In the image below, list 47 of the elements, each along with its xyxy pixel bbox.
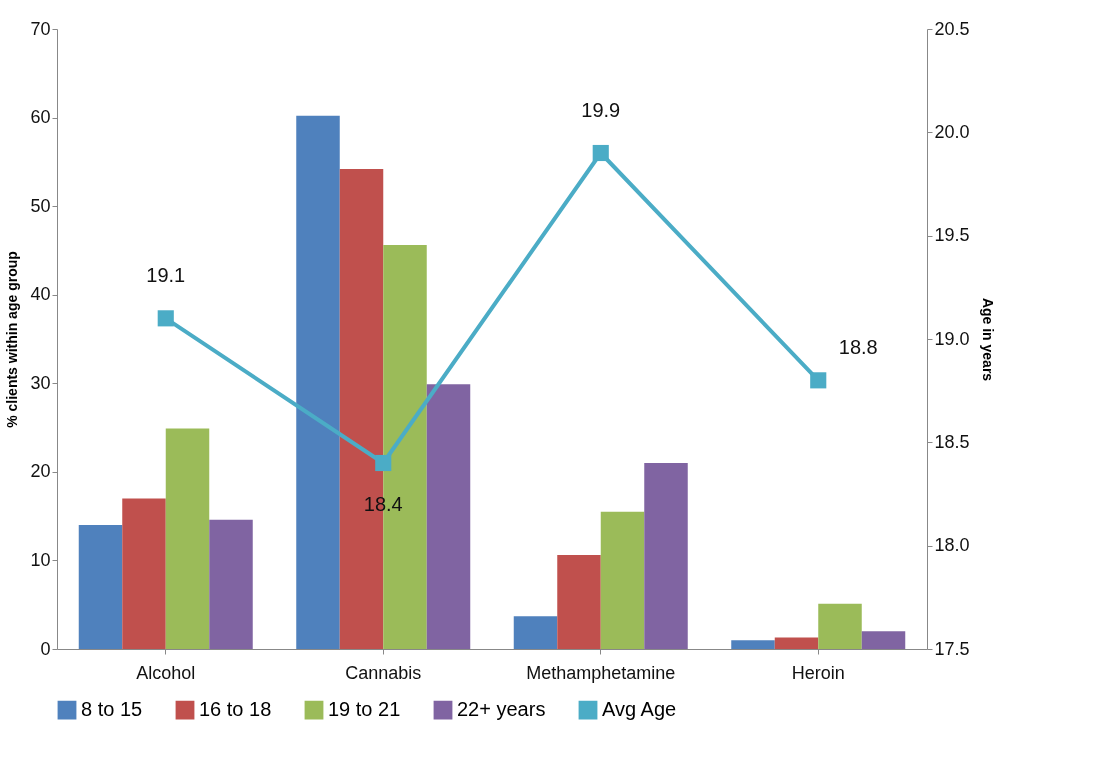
bar (122, 498, 166, 649)
point (157, 310, 174, 327)
y-tick-label: 70 (30, 18, 51, 39)
x-tick-label: Alcohol (136, 662, 196, 683)
bar (774, 637, 819, 649)
x-tick-label: Cannabis (345, 662, 422, 683)
y-tick-label: 60 (30, 107, 51, 128)
x-tick-label: Heroin (791, 662, 845, 683)
bar (165, 428, 210, 649)
bar (513, 616, 558, 649)
bar (426, 384, 471, 649)
point (810, 372, 827, 389)
y2-tick-label: 17.5 (934, 638, 970, 659)
y-tick-label: 0 (40, 638, 51, 659)
y2-axis-title: Age in years (979, 297, 996, 382)
y-tick-label: 50 (30, 195, 51, 216)
bar (600, 511, 645, 649)
y2-tick-label: 19.0 (934, 328, 970, 349)
bar (818, 603, 862, 649)
legend-label: 16 to 18 (199, 698, 272, 721)
y-tick-label: 30 (30, 372, 51, 393)
y-tick-label: 20 (30, 461, 51, 482)
legend-label: 19 to 21 (328, 698, 401, 721)
bar (557, 555, 601, 649)
y-axis-title: % clients within age group (4, 251, 21, 428)
point (592, 144, 609, 162)
point (375, 454, 392, 472)
bar (644, 463, 688, 649)
y2-tick-label: 18.0 (934, 535, 970, 556)
x-tick-label: Methamphetamine (526, 662, 676, 683)
y-tick-label: 40 (30, 284, 51, 305)
data-label: 18.8 (838, 336, 878, 359)
data-label: 19.1 (146, 264, 186, 287)
bar (296, 115, 340, 649)
legend-label: 8 to 15 (81, 698, 143, 721)
bar (209, 519, 253, 649)
y2-tick-label: 19.5 (934, 225, 970, 246)
y2-tick-label: 18.5 (934, 431, 970, 452)
bar (861, 631, 906, 649)
legend-label: Avg Age (602, 698, 677, 721)
legend-label: 22+ years (457, 698, 546, 721)
y2-tick-label: 20.0 (934, 121, 970, 142)
data-label: 19.9 (581, 99, 621, 121)
bar (731, 640, 775, 649)
y2-tick-label: 20.5 (934, 18, 970, 39)
bar (78, 525, 123, 649)
y-tick-label: 10 (30, 549, 51, 570)
